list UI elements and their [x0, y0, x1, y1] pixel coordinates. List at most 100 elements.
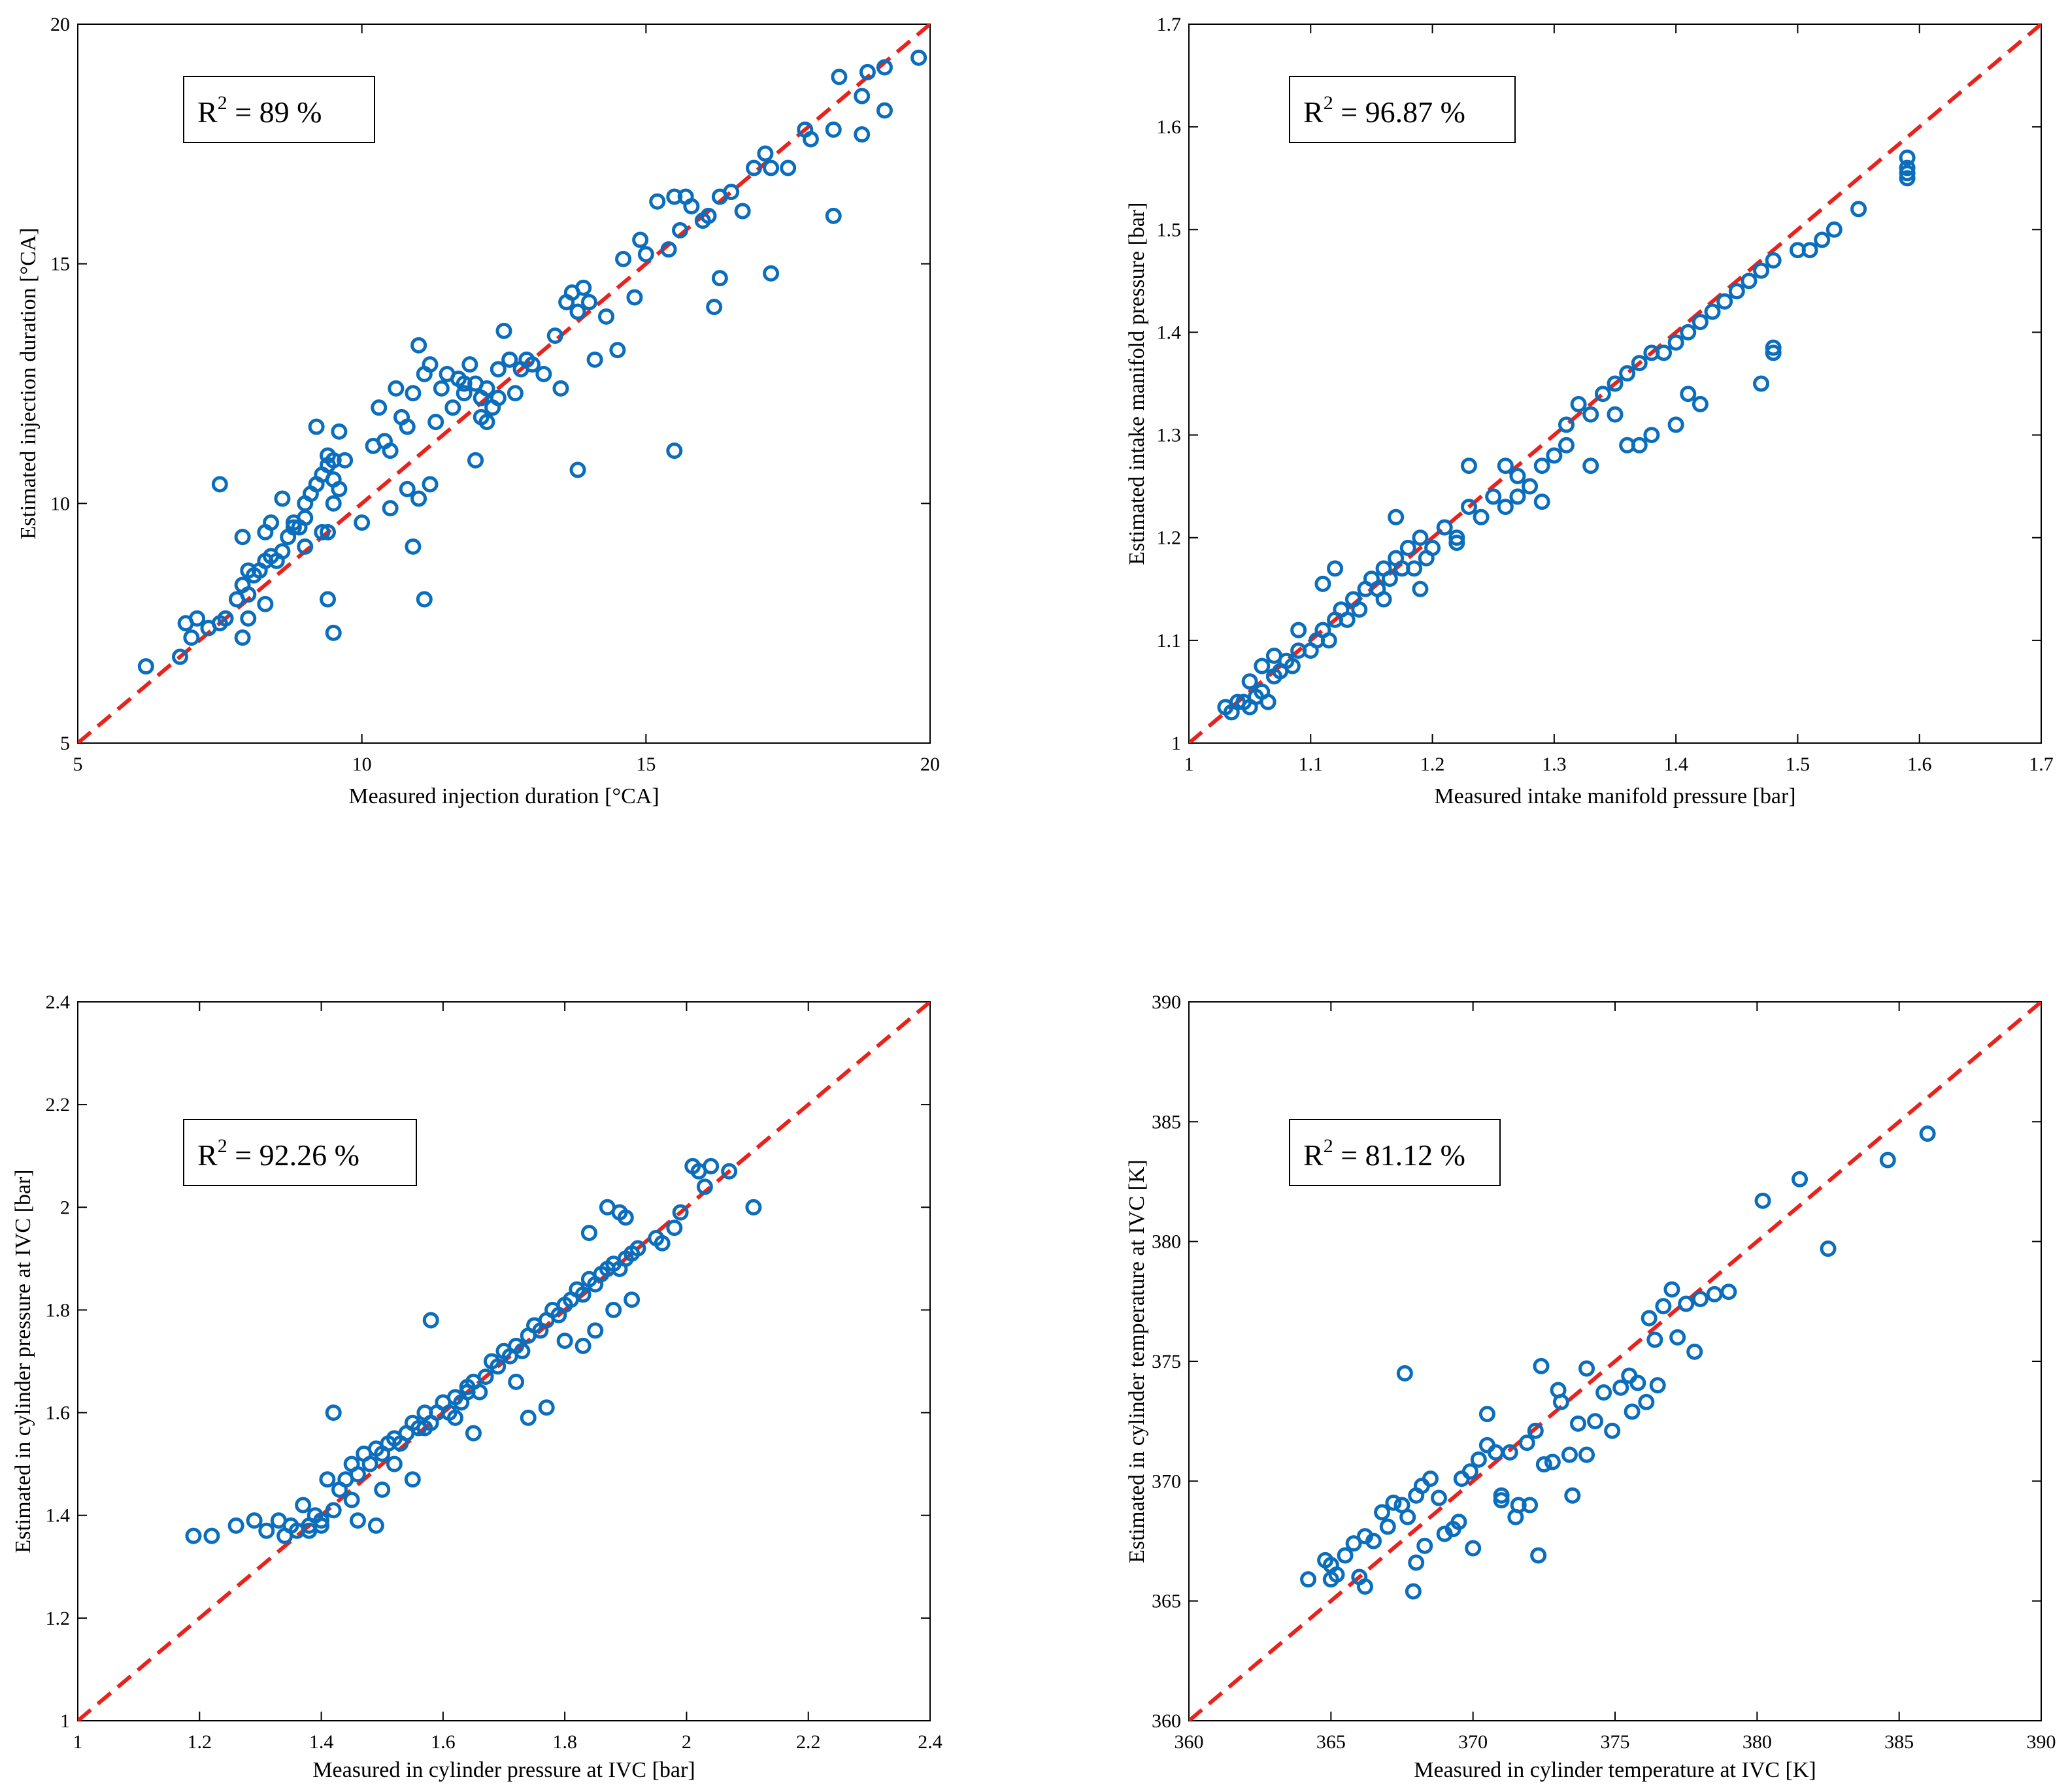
data-point: [1649, 1377, 1666, 1394]
x-tick-label: 2: [682, 1731, 692, 1753]
x-axis-label: Measured in cylinder temperature at IVC …: [1414, 1758, 1816, 1782]
x-tick-label: 385: [1884, 1731, 1914, 1753]
data-point: [580, 1225, 597, 1242]
data-point: [1753, 375, 1770, 392]
data-point: [825, 121, 842, 138]
y-tick-label: 1.6: [46, 1402, 71, 1424]
data-point: [1448, 529, 1465, 546]
x-tick-label: 5: [73, 754, 83, 775]
x-tick-label: 1.5: [1786, 754, 1810, 775]
data-point: [1530, 1547, 1547, 1564]
x-tick-label: 1: [73, 1731, 83, 1753]
data-point: [660, 241, 677, 258]
y-axis-label: Estimated in cylinder pressure at IVC [b…: [11, 1169, 35, 1553]
data-point: [546, 327, 563, 344]
annotation-box: R2 = 89 %: [183, 76, 375, 143]
data-point: [1493, 1492, 1510, 1509]
data-point: [1320, 632, 1337, 649]
data-point: [258, 1522, 275, 1539]
y-tick-label: 380: [1152, 1231, 1181, 1253]
y-tick-label: 1.2: [1157, 527, 1182, 549]
x-tick-label: 1.8: [552, 1731, 577, 1753]
x-tick-label: 1.2: [188, 1731, 212, 1753]
data-point: [514, 1342, 531, 1359]
data-point: [703, 1157, 720, 1174]
x-tick-label: 1.4: [1663, 754, 1688, 775]
data-point: [1564, 1487, 1581, 1504]
data-point: [349, 1466, 366, 1483]
data-point: [1692, 1291, 1709, 1308]
data-point: [382, 442, 399, 459]
data-point: [1345, 1535, 1362, 1552]
data-point: [422, 476, 439, 493]
data-point: [721, 1163, 738, 1180]
data-point: [1578, 1360, 1595, 1377]
data-point: [609, 342, 626, 359]
data-point: [382, 500, 399, 517]
y-tick-label: 20: [50, 14, 70, 35]
data-point: [1381, 571, 1398, 588]
y-tick-label: 375: [1152, 1351, 1181, 1372]
data-point: [295, 1497, 312, 1514]
data-point: [1375, 591, 1392, 608]
data-point: [1587, 1413, 1604, 1430]
data-point: [297, 538, 314, 555]
data-point: [683, 198, 700, 215]
data-point: [320, 591, 337, 608]
points-group: [137, 49, 927, 675]
data-point: [371, 399, 388, 416]
data-point: [1814, 231, 1831, 248]
data-point: [1265, 647, 1282, 664]
data-point: [1692, 395, 1709, 412]
y-axis-label: Estimated injection duration [°CA]: [16, 227, 41, 539]
x-tick-label: 1.3: [1542, 754, 1567, 775]
data-point: [313, 1512, 330, 1529]
data-point: [416, 1419, 433, 1436]
data-point: [1327, 560, 1344, 577]
data-point: [1686, 1343, 1703, 1360]
y-tick-label: 1.6: [1157, 116, 1182, 138]
x-tick-label: 370: [1458, 1731, 1488, 1753]
data-point: [1692, 314, 1709, 331]
data-point: [569, 461, 586, 478]
data-point: [552, 380, 569, 397]
plot-frame: [77, 1001, 931, 1721]
data-point: [404, 1471, 421, 1488]
x-tick-label: 15: [636, 754, 656, 775]
data-point: [1374, 1504, 1391, 1521]
data-point: [1412, 529, 1429, 546]
data-point: [1322, 1557, 1339, 1574]
data-point: [313, 1517, 330, 1534]
y-tick-label: 1: [60, 1710, 70, 1732]
data-point: [734, 203, 751, 220]
data-point: [185, 1527, 202, 1544]
data-point: [825, 207, 842, 224]
data-point: [1527, 1422, 1544, 1439]
annotation-box: R2 = 96.87 %: [1289, 76, 1516, 143]
data-point: [763, 159, 780, 176]
y-axis-label: Estimated intake manifold pressure [bar]: [1125, 202, 1149, 565]
x-tick-label: 380: [1743, 1731, 1772, 1753]
data-point: [456, 385, 473, 402]
data-point: [1412, 580, 1429, 597]
data-point: [910, 49, 927, 66]
data-point: [416, 591, 433, 608]
data-point: [520, 1409, 537, 1426]
data-point: [1399, 1508, 1416, 1525]
y-tick-label: 365: [1152, 1591, 1181, 1612]
data-point: [410, 490, 427, 507]
data-point: [495, 322, 512, 339]
data-point: [1619, 365, 1636, 382]
y-tick-label: 2: [60, 1197, 70, 1218]
data-point: [696, 1178, 713, 1195]
chart-panel-intake-manifold-pressure: 1 1.1 1.2 1.3 1.4 1.5 1.6 1.7 1 1.1 1.2 1.3 1.4 1.5 1.…: [1125, 14, 2054, 808]
data-point: [1436, 519, 1453, 536]
data-point: [706, 299, 723, 316]
x-tick-label: 375: [1601, 1731, 1630, 1753]
data-point: [478, 414, 495, 431]
data-point: [626, 289, 643, 306]
data-point: [325, 624, 342, 641]
data-point: [1706, 1286, 1723, 1303]
data-point: [1509, 467, 1526, 484]
data-point: [465, 1425, 482, 1442]
